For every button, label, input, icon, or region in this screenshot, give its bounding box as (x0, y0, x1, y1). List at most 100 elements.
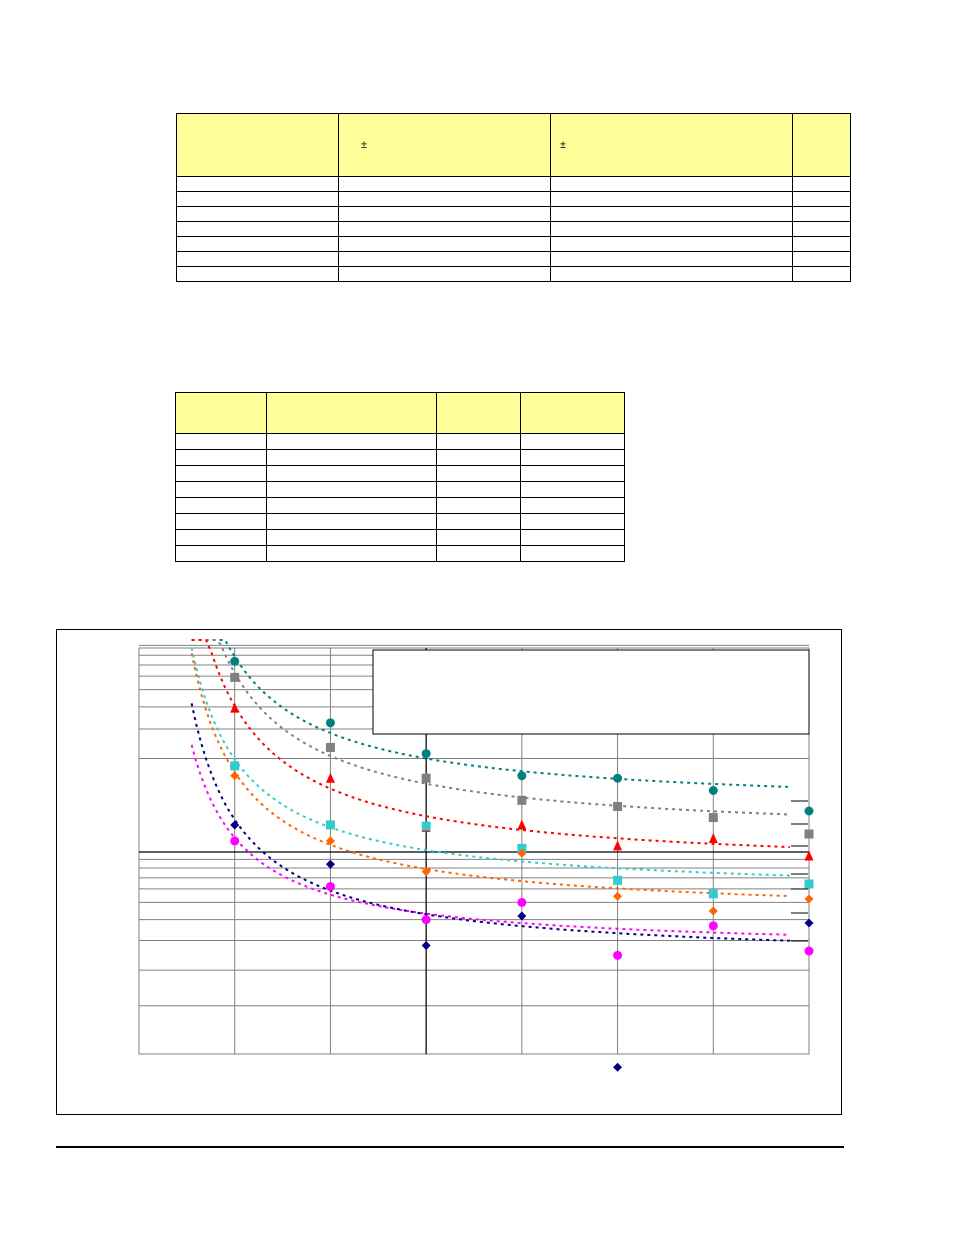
table2-cell (520, 529, 625, 546)
results-table-2 (175, 392, 625, 562)
trend-line (191, 639, 790, 849)
table1-row (176, 176, 851, 192)
table1-row (176, 266, 851, 282)
table2-cell (175, 481, 267, 498)
data-point (325, 859, 335, 869)
table1-cell (176, 251, 339, 267)
table2-cell (520, 545, 625, 562)
data-point (421, 773, 431, 783)
table2-cell (266, 465, 437, 482)
table1-cell (792, 221, 851, 237)
table1-cell (176, 221, 339, 237)
data-point (325, 742, 335, 752)
table1-body (176, 176, 851, 282)
trend-lines (190, 639, 790, 942)
data-point (230, 656, 240, 666)
trend-line (191, 639, 790, 816)
data-point (517, 911, 527, 921)
legend-marker (804, 894, 814, 904)
table2-cell (266, 449, 437, 466)
table2-cell (266, 481, 437, 498)
data-point (517, 843, 527, 853)
table1-cell (176, 266, 339, 282)
legend-marker (804, 946, 814, 956)
table1-cell (550, 221, 793, 237)
table2-header-cell (436, 392, 521, 434)
data-point (421, 867, 431, 877)
table1-cell (338, 236, 551, 252)
data-point (325, 772, 335, 783)
data-point (421, 940, 431, 950)
table2-cell (175, 465, 267, 482)
data-point (517, 897, 527, 907)
table2-cell (436, 497, 521, 514)
data-point (230, 836, 240, 846)
data-point (708, 813, 718, 823)
chart-frame (56, 629, 842, 1115)
data-point (613, 773, 623, 783)
data-point (230, 820, 240, 830)
table1-cell (792, 206, 851, 222)
data-point (708, 786, 718, 795)
data-point (230, 702, 240, 713)
table2-cell (520, 449, 625, 466)
table1-cell (338, 191, 551, 207)
footer-rule (56, 1146, 844, 1148)
data-point (421, 915, 431, 925)
table2-cell (436, 529, 521, 546)
table2-cell (175, 433, 267, 450)
table2-row (175, 545, 625, 562)
data-point (325, 836, 335, 846)
table1-cell (792, 176, 851, 192)
data-point (325, 881, 335, 891)
table2-cell (266, 529, 437, 546)
data-point (708, 832, 718, 843)
table2-cell (520, 497, 625, 514)
table1-row (176, 206, 851, 222)
table1-cell (176, 176, 339, 192)
table1-row (176, 236, 851, 252)
legend-marker (804, 806, 814, 816)
table2-cell (436, 481, 521, 498)
data-point (230, 761, 240, 771)
trend-line (191, 639, 790, 788)
data-point (613, 801, 623, 811)
table2-cell (436, 513, 521, 530)
table1-cell (792, 191, 851, 207)
table2-header-cell (520, 392, 625, 434)
data-point (517, 771, 527, 781)
trend-line (190, 703, 790, 942)
table1-header-cell (176, 113, 339, 177)
data-point (517, 819, 527, 830)
legend-marker (804, 850, 814, 861)
legend-marker (804, 918, 814, 928)
results-table-1: ± ± (176, 113, 851, 282)
legend (791, 800, 814, 956)
trend-line (190, 653, 790, 898)
table2-cell (175, 529, 267, 546)
table1-cell (338, 266, 551, 282)
table2-row (175, 481, 625, 498)
table1-header-row: ± ± (176, 113, 851, 177)
table2-header-cell (175, 392, 267, 434)
legend-box (372, 649, 810, 735)
table1-cell (338, 206, 551, 222)
table1-cell (176, 236, 339, 252)
table1-cell (176, 191, 339, 207)
legend-marker (804, 829, 814, 839)
table2-cell (520, 513, 625, 530)
data-point (325, 820, 335, 830)
table1-row (176, 221, 851, 237)
table1-cell (338, 251, 551, 267)
table2-body (175, 433, 625, 562)
table2-row (175, 529, 625, 546)
table2-cell (436, 545, 521, 562)
table2-row (175, 513, 625, 530)
table1-cell (792, 236, 851, 252)
table1-cell (338, 221, 551, 237)
data-point (613, 875, 623, 885)
table1-cell (550, 236, 793, 252)
table2-row (175, 497, 625, 514)
table2-header-cell (266, 392, 437, 434)
data-point (613, 840, 623, 851)
